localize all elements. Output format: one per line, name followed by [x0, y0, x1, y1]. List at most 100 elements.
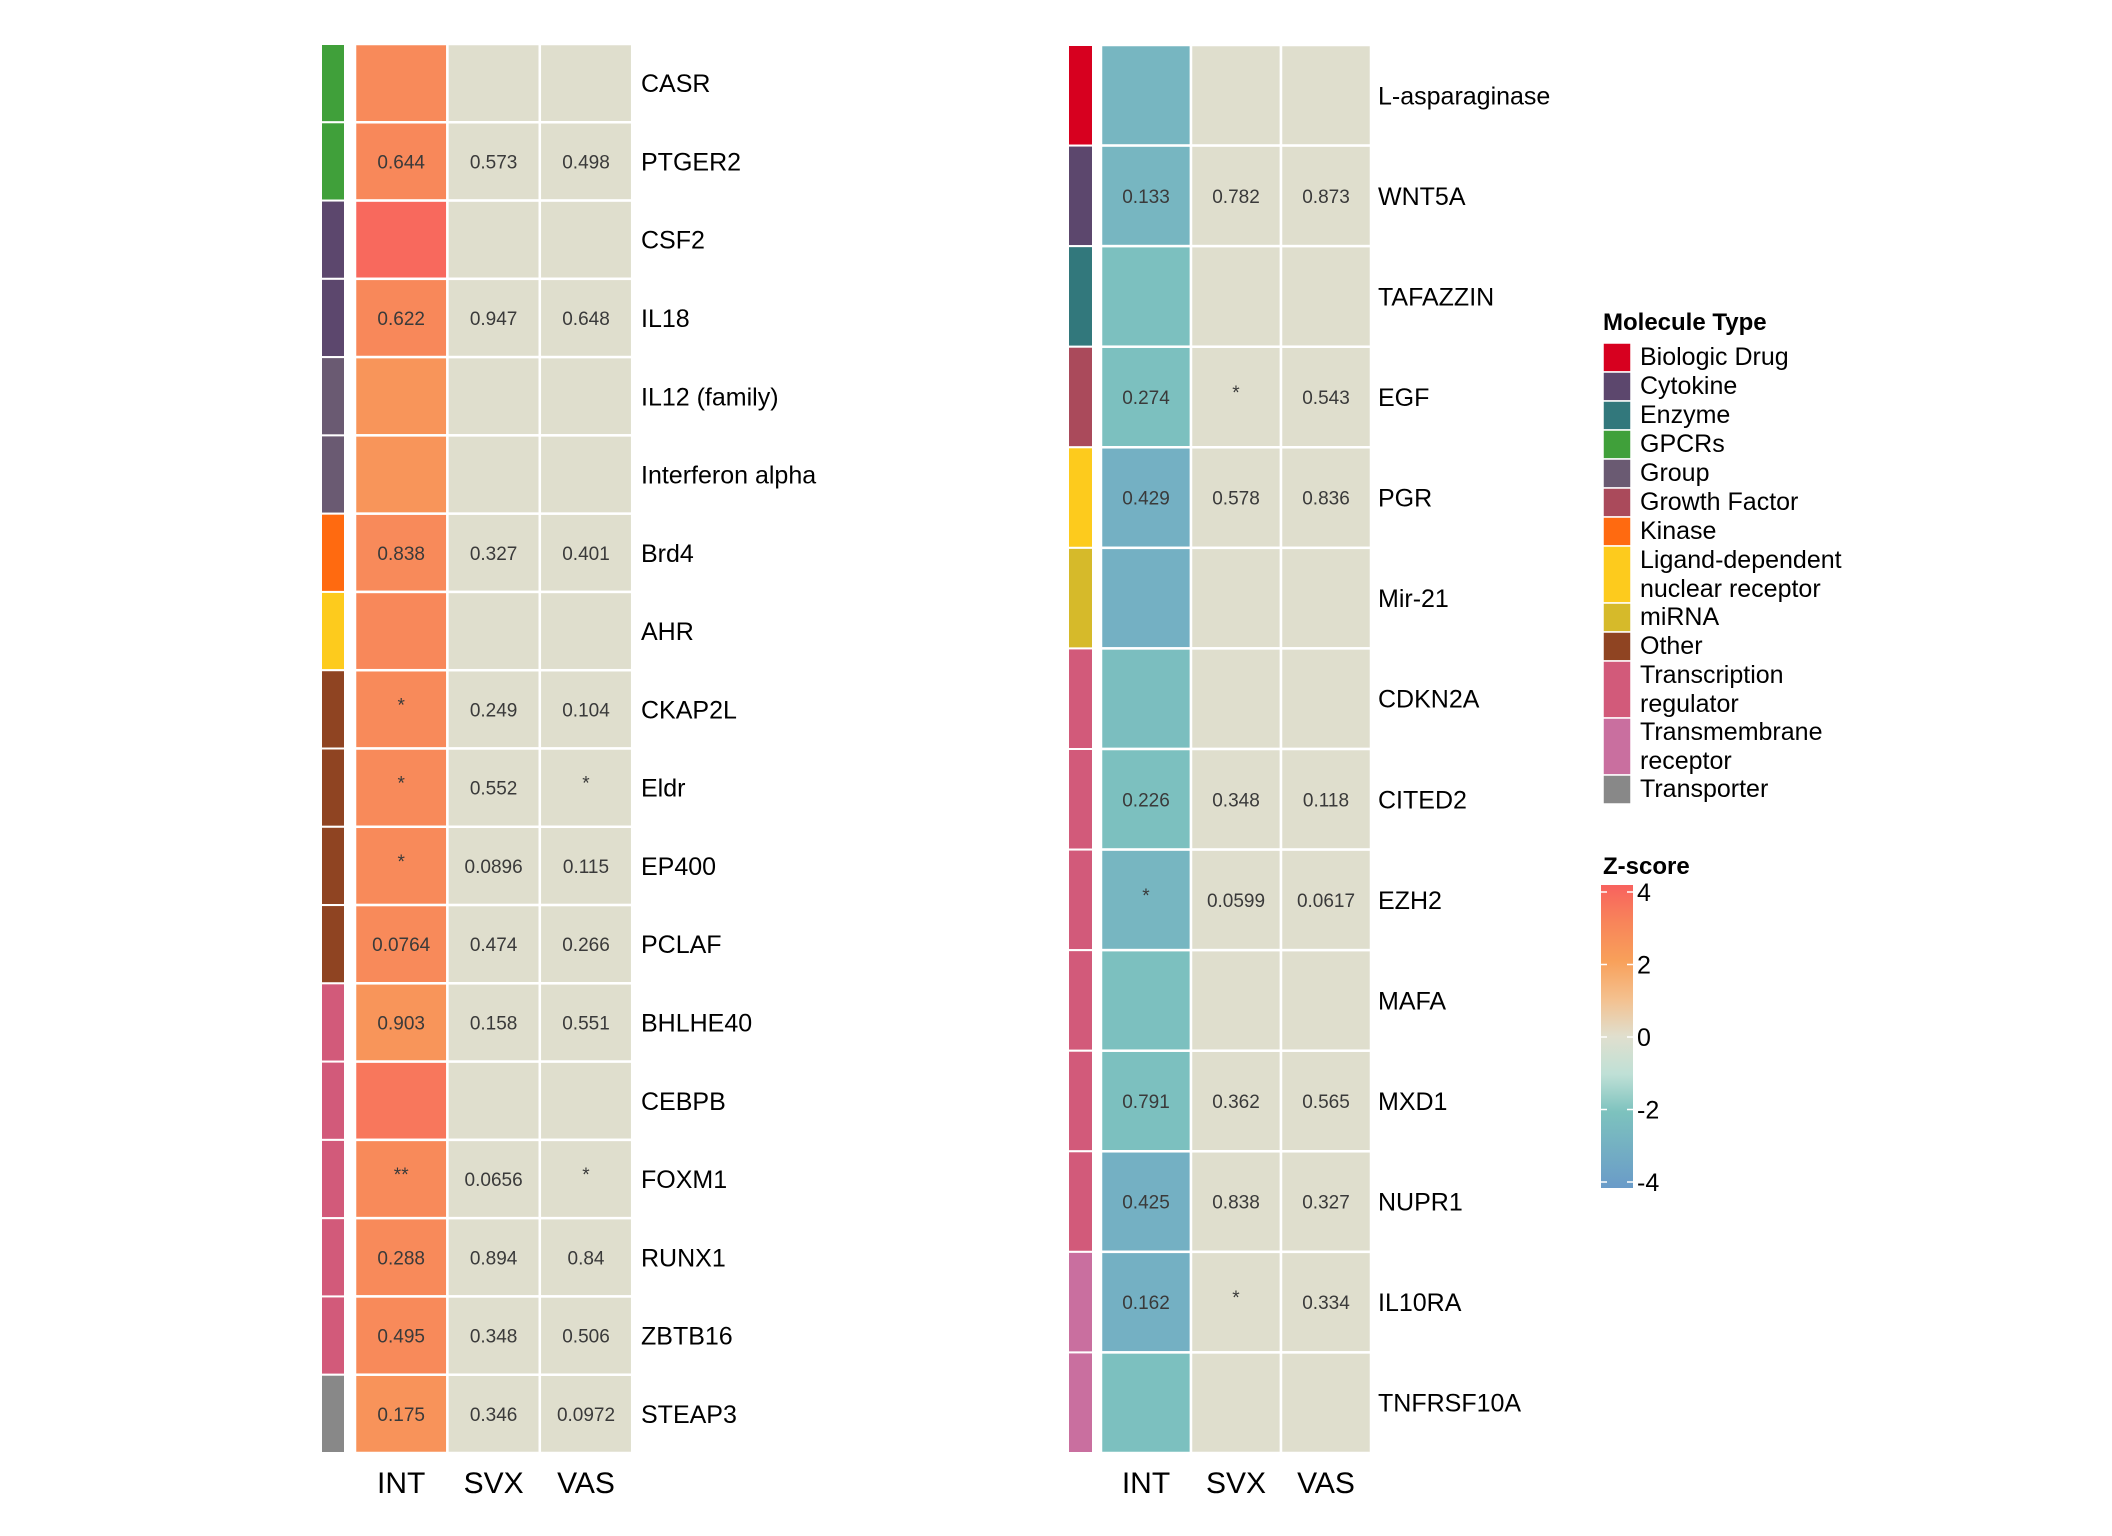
heatmap-cell: [446, 434, 542, 515]
row-label: TNFRSF10A: [1378, 1390, 1521, 1418]
heatmap-cell: [1099, 144, 1193, 248]
legend-entry: Group: [1602, 458, 1709, 489]
molecule-type-swatch: [1067, 949, 1094, 1052]
legend-swatch: [1602, 458, 1632, 489]
cell-value-label: 0.118: [1303, 790, 1349, 811]
cell-value-label: **: [394, 1165, 409, 1186]
heatmap-cell: [1099, 647, 1193, 751]
cell-value-label: 0.0656: [465, 1170, 523, 1191]
heatmap-cell: [446, 825, 542, 907]
cell-value-label: 0.565: [1302, 1092, 1350, 1113]
heatmap-cell: [353, 1060, 449, 1142]
legend-label: Ligand-dependent: [1640, 546, 1842, 574]
row-label: STEAP3: [641, 1401, 737, 1429]
row-label: CITED2: [1378, 786, 1467, 814]
molecule-type-swatch: [1067, 1250, 1094, 1354]
legend-entry: Other: [1602, 631, 1703, 662]
heatmap-row: 0.791 0.362 0.565 MXD1: [1067, 1049, 1447, 1153]
heatmap-cell: [353, 1295, 449, 1376]
heatmap-cell: [538, 355, 634, 437]
legend-swatch: [1602, 774, 1632, 805]
legend-label: nuclear receptor: [1640, 575, 1821, 603]
heatmap-cell: [446, 42, 542, 124]
molecule-type-swatch: [320, 277, 346, 359]
heatmap-cell: [1099, 244, 1193, 348]
legend-label: Cytokine: [1640, 372, 1737, 400]
molecule-type-swatch: [1067, 345, 1094, 449]
cell-value-label: 0.551: [562, 1013, 610, 1034]
heatmap-cell: [538, 825, 634, 907]
heatmap-row: L-asparaginase: [1067, 43, 1550, 147]
cell-value-label: 0.836: [1302, 489, 1350, 510]
legend-entry: Biologic Drug: [1602, 342, 1789, 373]
molecule-type-swatch: [1067, 44, 1094, 147]
heatmap-cell: [446, 199, 542, 281]
heatmap-row: * 0.249 0.104 CKAP2L: [320, 668, 737, 750]
heatmap-cell: [446, 747, 542, 829]
heatmap-row: * 0.0896 0.115 EP400: [320, 825, 716, 907]
heatmap-cell: [446, 355, 542, 437]
heatmap-cell: [1099, 345, 1193, 449]
heatmap-row: 0.274 * 0.543 EGF: [1067, 345, 1429, 449]
heatmap-row: TAFAZZIN: [1067, 244, 1494, 348]
row-label: CDKN2A: [1378, 686, 1480, 714]
cell-value-label: 0.249: [470, 700, 518, 721]
molecule-type-swatch: [1067, 144, 1094, 248]
heatmap-cell: [353, 1373, 449, 1455]
heatmap-cell: [353, 825, 449, 907]
colorbar-tick-label: -4: [1637, 1169, 1659, 1197]
heatmap-panel-right: L-asparaginase 0.133 0.782 0.873 WNT5A TAFAZZ…: [1067, 43, 1550, 1500]
cell-value-label: 0.327: [1302, 1193, 1350, 1214]
heatmap-cell: [538, 434, 634, 515]
heatmap-row: 0.0764 0.474 0.266 PCLAF: [320, 903, 722, 985]
row-label: BHLHE40: [641, 1009, 752, 1037]
column-label: SVX: [1206, 1467, 1266, 1500]
heatmap-cell: [1189, 1150, 1283, 1254]
cell-value-label: 0.429: [1122, 489, 1170, 510]
heatmap-row: 0.288 0.894 0.84 RUNX1: [320, 1216, 726, 1298]
cell-value-label: 0.782: [1212, 187, 1260, 208]
heatmap-cell: [1189, 546, 1283, 650]
heatmap-cell: [1189, 244, 1283, 348]
heatmap-cell: [1099, 546, 1193, 650]
cell-value-label: 0.791: [1122, 1092, 1170, 1113]
molecule-type-swatch: [1067, 647, 1094, 751]
zscore-legend: Z-score 4 2 0 -2 -4: [1601, 853, 1690, 1197]
row-label: AHR: [641, 618, 694, 646]
molecule-type-swatch: [320, 590, 346, 672]
legend-entry: Kinase: [1602, 516, 1716, 547]
heatmap-row: CASR: [320, 42, 710, 124]
heatmap-row: CDKN2A: [1067, 647, 1480, 751]
row-label: Mir-21: [1378, 585, 1449, 613]
heatmap-cell: [353, 668, 449, 750]
heatmap-cell: [1279, 244, 1373, 348]
heatmap-row: CEBPB: [320, 1060, 726, 1142]
heatmap-cell: [1099, 1351, 1193, 1455]
row-label: PCLAF: [641, 931, 722, 959]
heatmap-cell: [1279, 1351, 1373, 1455]
row-label: NUPR1: [1378, 1189, 1463, 1217]
heatmap-row: 0.425 0.838 0.327 NUPR1: [1067, 1150, 1463, 1254]
cell-value-label: 0.0599: [1207, 891, 1265, 912]
cell-value-label: 0.401: [562, 544, 610, 565]
heatmap-cell: [1279, 1049, 1373, 1153]
legend-label: Transcription: [1640, 661, 1784, 689]
heatmap-cell: [446, 1216, 542, 1298]
heatmap-cell: [353, 903, 449, 985]
heatmap-row: 0.838 0.327 0.401 Brd4: [320, 512, 694, 594]
molecule-type-swatch: [320, 1295, 346, 1376]
cell-value-label: 0.104: [562, 700, 610, 721]
row-label: CSF2: [641, 227, 705, 255]
cell-value-label: *: [397, 774, 405, 795]
heatmap-cell: [538, 668, 634, 750]
heatmap-cell: [446, 590, 542, 672]
row-label: MAFA: [1378, 987, 1446, 1015]
cell-value-label: *: [1142, 886, 1150, 907]
heatmap-cell: [1279, 345, 1373, 449]
legend-swatch: [1602, 516, 1632, 547]
heatmap-row: 0.226 0.348 0.118 CITED2: [1067, 747, 1467, 851]
heatmap-cell: [1189, 1049, 1283, 1153]
heatmap-cell: [1189, 948, 1283, 1052]
